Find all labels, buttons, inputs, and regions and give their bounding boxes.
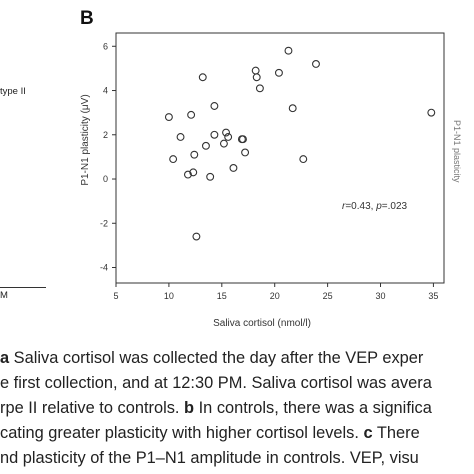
data-point <box>312 60 320 68</box>
data-point <box>189 168 198 177</box>
data-point <box>229 164 238 172</box>
correlation-annotation: r=0.43, p=.023 <box>342 201 408 212</box>
data-point <box>252 73 261 82</box>
data-point <box>187 110 196 119</box>
data-point <box>164 113 173 122</box>
caption-line: cating greater plasticity with higher co… <box>0 424 420 443</box>
y-tick-label: 2 <box>103 130 108 140</box>
x-tick-label: 5 <box>113 291 118 301</box>
caption-text: In controls, there was a significa <box>194 399 432 417</box>
caption-text: There <box>372 424 420 442</box>
x-tick-label: 25 <box>323 291 333 301</box>
data-point <box>210 130 219 139</box>
data-point <box>274 68 283 77</box>
left-fragment-label: type II <box>0 86 26 97</box>
y-tick-label: -4 <box>100 263 108 273</box>
x-tick-label: 20 <box>270 291 280 301</box>
scatter-chart: 5 10 15 20 25 30 35 -4 -2 0 2 4 6 Saliva cortisol (nm… <box>80 32 445 329</box>
left-fragment-tick: M <box>0 290 8 301</box>
data-point <box>192 232 201 241</box>
x-tick-label: 15 <box>217 291 227 301</box>
data-point <box>255 84 264 93</box>
x-axis-label: Saliva cortisol (nmol/l) <box>213 318 311 329</box>
data-point <box>288 104 297 113</box>
x-tick-label: 35 <box>428 291 438 301</box>
caption-text: rpe II relative to controls. <box>0 399 185 417</box>
y-tick-label: 4 <box>103 86 108 96</box>
data-point <box>299 155 308 164</box>
data-point <box>190 150 199 159</box>
caption-line: rpe II relative to controls. b In contro… <box>0 399 432 418</box>
data-point <box>219 139 228 148</box>
data-point <box>222 128 230 137</box>
plot-frame <box>115 32 445 284</box>
data-point <box>198 73 207 82</box>
right-panel-fragment: P1-N1 plasticity <box>452 120 462 183</box>
y-tick-label: -2 <box>100 218 108 228</box>
data-point <box>241 148 250 157</box>
caption-panel-ref: a <box>0 349 10 367</box>
data-point <box>284 46 293 55</box>
data-point <box>183 170 192 179</box>
caption-line: e first collection, and at 12:30 PM. Sal… <box>0 374 432 393</box>
data-point <box>176 133 185 141</box>
data-point <box>201 141 210 150</box>
caption-panel-ref: c <box>363 424 373 442</box>
caption-text: Saliva cortisol was collected the day af… <box>9 349 424 367</box>
data-point <box>210 102 219 110</box>
figure-caption: a Saliva cortisol was collected the day … <box>0 349 474 474</box>
caption-line: a Saliva cortisol was collected the day … <box>0 349 423 368</box>
y-tick-label: 0 <box>103 174 108 184</box>
data-point <box>206 172 215 181</box>
caption-line: nd plasticity of the P1–N1 amplitude in … <box>0 449 419 468</box>
data-point <box>251 66 260 75</box>
data-point <box>427 108 436 117</box>
data-point <box>224 133 233 141</box>
left-fragment-axis-line <box>0 287 46 288</box>
caption-text: cating greater plasticity with higher co… <box>0 424 364 442</box>
caption-panel-ref: b <box>184 399 195 417</box>
y-axis-label: P1-N1 plasticity (μV) <box>80 94 91 185</box>
x-tick-label: 30 <box>376 291 386 301</box>
caption-text: e first collection, and at 12:30 PM. Sal… <box>0 374 432 392</box>
data-point <box>239 135 247 144</box>
panel-letter: B <box>80 8 94 29</box>
x-tick-label: 10 <box>164 291 174 301</box>
left-panel-fragment: type II M <box>0 0 60 310</box>
data-point <box>169 155 178 164</box>
y-tick-label: 6 <box>103 41 108 51</box>
caption-text: nd plasticity of the P1–N1 amplitude in … <box>0 449 419 467</box>
